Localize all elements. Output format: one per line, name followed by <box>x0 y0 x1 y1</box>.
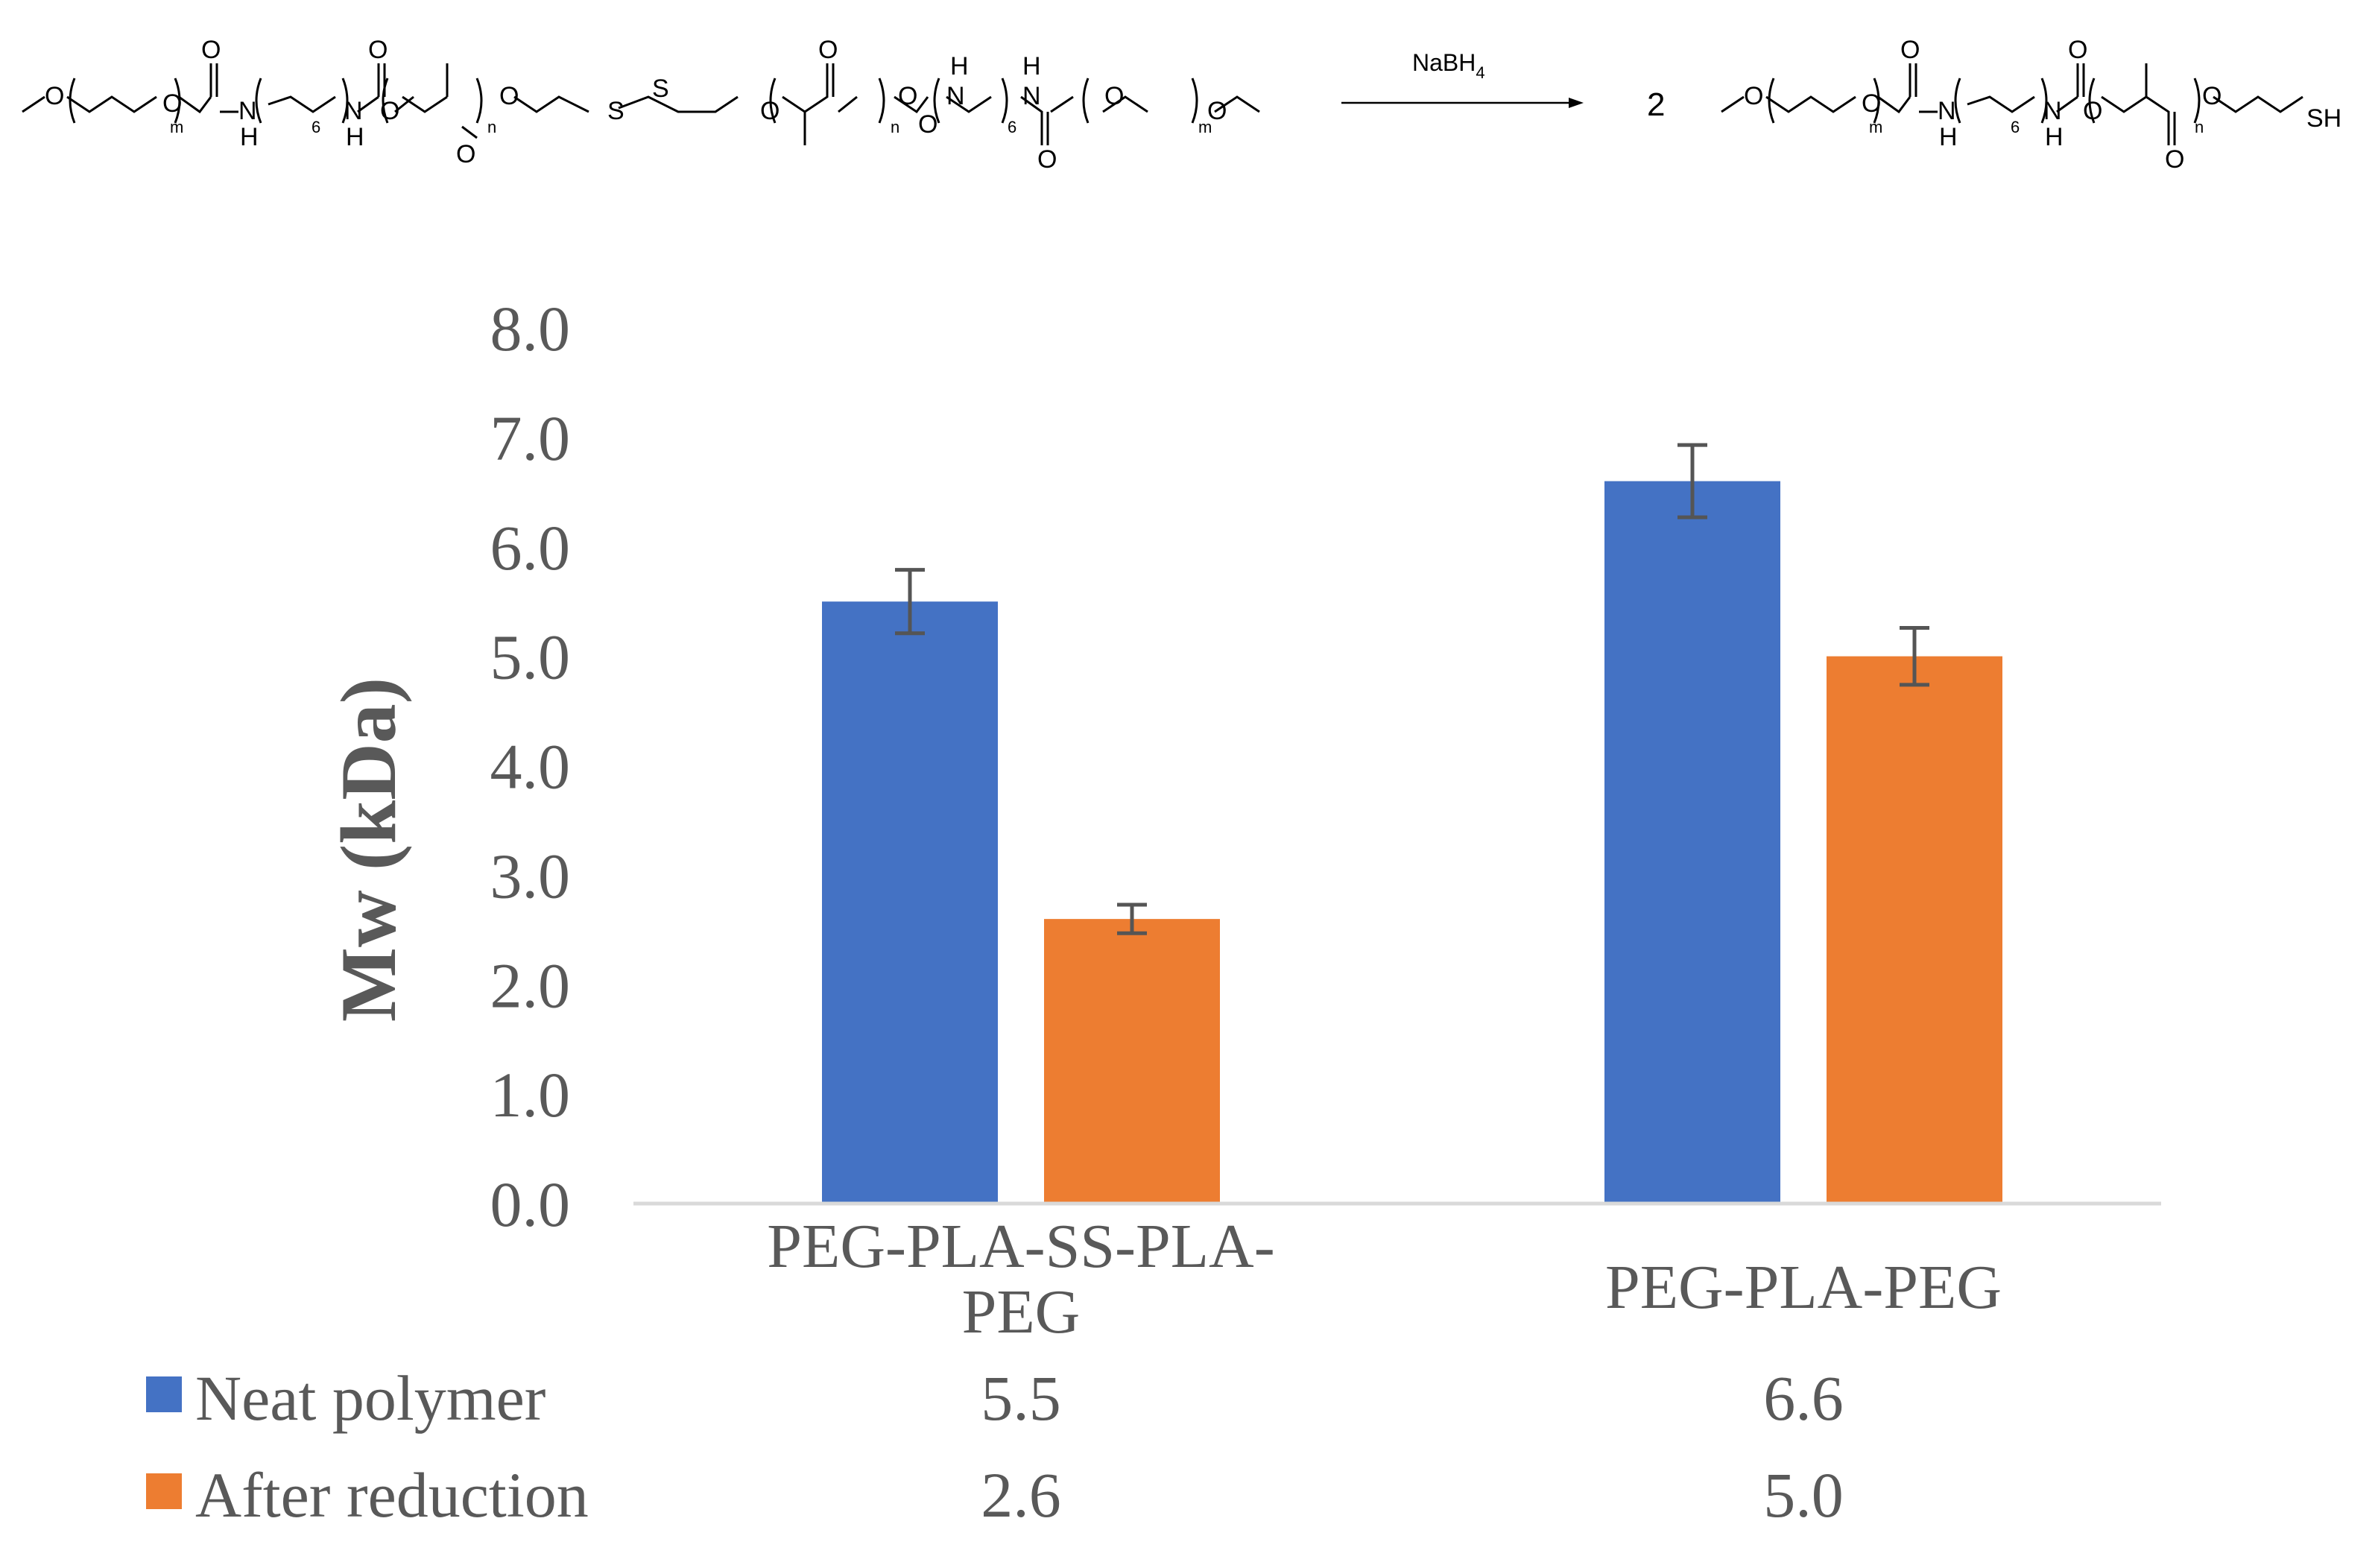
atom-label: O <box>2083 97 2102 125</box>
y-tick-label: 3.0 <box>490 840 571 911</box>
atom-label: O <box>760 97 780 125</box>
bar <box>1604 481 1780 1204</box>
x-axis-categories: PEG-PLA-SS-PLA-PEG PEG-PLA-PEG <box>767 1212 2002 1347</box>
legend-data-table: Neat polymer 5.5 6.6 After reduction 2.6 5.0 <box>146 1362 1844 1531</box>
legend-swatch <box>146 1473 182 1509</box>
x-category-label: PEG-PLA-PEG <box>1605 1253 2002 1322</box>
atom-label: H <box>1022 52 1041 80</box>
y-tick-label: 4.0 <box>490 731 571 803</box>
y-tick-label: 2.0 <box>490 949 571 1021</box>
data-table-value: 6.6 <box>1763 1362 1844 1434</box>
atom-label: S <box>607 97 624 125</box>
stoichiometric-coefficient: 2 <box>1647 86 1665 123</box>
atom-label: O <box>45 82 64 110</box>
subscript-label: m <box>1198 118 1212 136</box>
y-tick-label: 6.0 <box>490 512 571 584</box>
atom-label: O <box>1862 89 1881 118</box>
y-axis-ticks: 0.0 1.0 2.0 3.0 4.0 5.0 6.0 7.0 8.0 <box>490 293 571 1240</box>
y-tick-label: 0.0 <box>490 1169 571 1240</box>
atom-label: O <box>380 97 399 125</box>
subscript-label: 6 <box>312 118 320 136</box>
scheme-labels: O O m O N H 6 N H O O O n O S S O O n O … <box>45 36 2341 174</box>
subscript-label: n <box>2195 118 2204 136</box>
reactant-structure <box>22 63 2303 145</box>
bar <box>1044 919 1220 1204</box>
atom-label: O <box>818 36 838 64</box>
atom-label: S <box>652 75 669 103</box>
subscript-label: 6 <box>1008 118 1016 136</box>
atom-label: H <box>2045 123 2064 151</box>
subscript-label: 6 <box>2011 118 2020 136</box>
reagent-label: NaBH4 <box>1412 49 1485 82</box>
atom-label: N <box>2043 97 2062 125</box>
atom-label: H <box>240 123 259 151</box>
subscript-label: n <box>891 118 899 136</box>
atom-label: H <box>346 123 364 151</box>
atom-label: H <box>950 52 969 80</box>
subscript-label: m <box>1869 118 1882 136</box>
atom-label: SH <box>2306 104 2341 133</box>
subscript-label: n <box>487 118 496 136</box>
atom-label: O <box>1207 97 1227 125</box>
atom-label: O <box>2165 145 2184 174</box>
atom-label: O <box>918 110 937 139</box>
x-category-label: PEG <box>962 1277 1081 1347</box>
bar <box>822 601 998 1204</box>
atom-label: O <box>2068 36 2087 64</box>
atom-label: O <box>499 82 519 110</box>
x-category-label: PEG-PLA-SS-PLA- <box>767 1212 1274 1281</box>
atom-label: N <box>238 97 257 125</box>
atom-label: O <box>368 36 388 64</box>
atom-label: N <box>946 82 965 110</box>
atom-label: O <box>1744 82 1763 110</box>
data-table-value: 5.5 <box>981 1362 1061 1434</box>
atom-label: O <box>201 36 221 64</box>
y-tick-label: 8.0 <box>490 293 571 364</box>
atom-label: O <box>898 82 917 110</box>
bar <box>1827 656 2002 1204</box>
atom-label: O <box>1104 82 1124 110</box>
reaction-scheme: O O m O N H 6 N H O O O n O S S O O n O … <box>22 36 2341 174</box>
data-table-value: 2.6 <box>981 1459 1061 1531</box>
atom-label: O <box>162 89 182 118</box>
bar-series <box>822 443 2002 1204</box>
subscript-label: m <box>170 118 183 136</box>
atom-label: O <box>1900 36 1920 64</box>
legend-label: Neat polymer <box>195 1362 546 1434</box>
y-tick-label: 5.0 <box>490 622 571 693</box>
y-tick-label: 1.0 <box>490 1059 571 1131</box>
atom-label: N <box>344 97 363 125</box>
y-axis-title: Mw (kDa) <box>325 677 412 1022</box>
atom-label: O <box>1037 145 1057 174</box>
legend-swatch <box>146 1376 182 1412</box>
atom-label: O <box>2202 82 2222 110</box>
atom-label: O <box>456 140 475 168</box>
legend-label: After reduction <box>195 1459 589 1531</box>
atom-label: N <box>1022 82 1041 110</box>
atom-label: H <box>1939 123 1958 151</box>
data-table-value: 5.0 <box>1763 1459 1844 1531</box>
y-tick-label: 7.0 <box>490 402 571 474</box>
atom-label: N <box>1938 97 1956 125</box>
